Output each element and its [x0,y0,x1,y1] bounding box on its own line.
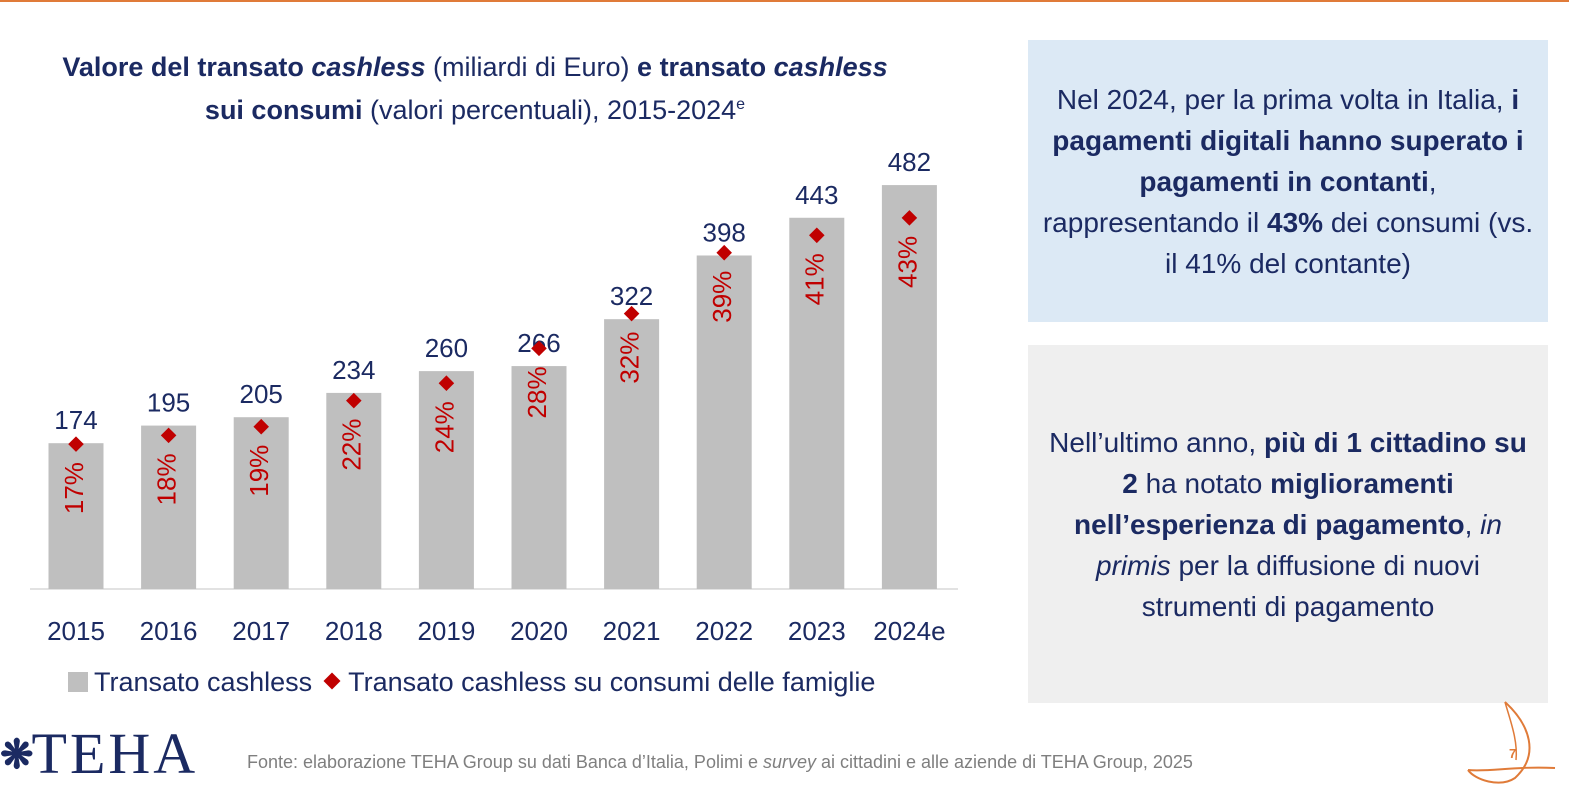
box-text: Nel 2024, per la prima volta in Italia, [1056,83,1512,115]
bar [141,425,197,589]
decorative-swoosh-icon [1467,701,1556,784]
share-data-label: 41% [800,253,830,305]
highlight-text: Nel 2024, per la prima volta in Italia, … [1040,79,1536,284]
share-data-label: 22% [337,419,367,471]
bar-chart: 174 2015 17% 195 2016 18% 205 2017 19% 234 2018 22%… [30,147,958,646]
share-data-label: 24% [429,401,459,453]
legend-label-share: Transato cashless su consumi delle famig… [348,667,876,697]
bar-value-label: 482 [888,147,931,177]
title-part: cashless [773,52,888,82]
x-tick-label: 2023 [788,616,846,646]
share-data-label: 18% [151,453,181,505]
title-part: (miliardi di Euro) [425,52,638,82]
source-text: ai cittadini e alle aziende di TEHA Grou… [815,752,1193,772]
x-tick-label: 2015 [47,616,105,646]
source-text: Fonte: elaborazione TEHA Group su dati B… [247,752,763,772]
box-text: dei consumi (vs. il 41% del contante) [1165,206,1534,279]
highlight-box-digital-payments: Nel 2024, per la prima volta in Italia, … [1028,40,1548,322]
share-data-label: 39% [707,271,737,323]
teha-logo: ❋ TEHA [0,721,199,786]
title-part: e [736,96,746,113]
share-point [253,418,269,435]
share-data-label: 28% [522,366,552,418]
legend-label-cashless: Transato cashless [94,667,313,697]
x-tick-label: 2022 [695,616,753,646]
box-text: , [1464,508,1481,540]
x-tick-label: 2018 [325,616,383,646]
box-text: i pagamenti digitali hanno superato i pa… [1052,83,1524,197]
share-data-label: 19% [244,445,274,497]
bar-value-label: 174 [54,405,97,435]
bar [233,417,289,589]
box-text: per la diffusione di nuovi strumenti di … [1141,549,1480,622]
chart-title: Valore del transato cashless (miliardi d… [20,48,930,129]
bar-value-label: 205 [240,379,283,409]
x-tick-label: 2019 [417,616,475,646]
title-part: cashless [311,52,426,82]
bar [418,371,474,589]
box-text: , rappresentando il [1042,165,1437,238]
title-part: Valore del transato [62,52,312,82]
bar [696,255,752,589]
box-text: ha notato [1137,467,1271,499]
box-text: in primis [1096,508,1502,581]
share-data-label: 32% [614,332,644,384]
bar [326,392,382,589]
highlight-text: Nell’ultimo anno, più di 1 cittadino su … [1040,422,1536,627]
bar-value-label: 195 [147,388,190,418]
highlight-box-payment-experience: Nell’ultimo anno, più di 1 cittadino su … [1028,345,1548,703]
bar [881,185,937,590]
bar-value-label: 443 [795,180,838,210]
box-text: miglioramenti nell’esperienza di pagamen… [1074,467,1465,540]
bar [511,366,567,589]
x-tick-label: 2017 [232,616,290,646]
x-tick-label: 2021 [603,616,661,646]
source-text: survey [762,752,816,772]
bar-value-label: 260 [425,333,468,363]
share-point [809,227,825,244]
source-note: Fonte: elaborazione TEHA Group su dati B… [247,752,1193,773]
box-text: Nell’ultimo anno, [1049,426,1264,458]
bar-value-label: 234 [332,355,375,385]
x-tick-label: 2020 [510,616,568,646]
bar [48,443,104,589]
bar [604,319,660,589]
page-number: 7 [1509,746,1517,761]
logo-text: TEHA [31,721,199,786]
box-text: 43% [1267,206,1324,238]
share-data-label: 17% [59,462,89,514]
title-part: (valori percentuali), 2015-2024 [362,95,737,125]
chart-legend: Transato cashless Transato cashless su co… [68,667,875,698]
x-tick-label: 2024e [873,616,945,646]
share-point [901,210,918,226]
top-accent-rule [0,0,1569,2]
logo-mark-icon: ❋ [0,730,33,778]
share-point [716,244,732,261]
share-data-label: 43% [892,236,922,288]
bar [789,217,845,590]
x-tick-label: 2016 [140,616,198,646]
bar-value-label: 398 [703,217,746,247]
legend-bar-swatch [68,671,88,692]
box-text: più di 1 cittadino su 2 [1122,426,1527,499]
title-part: e transato [637,52,774,82]
share-point [160,427,177,444]
title-part: sui consumi [204,95,363,125]
legend-diamond-swatch [323,672,341,690]
